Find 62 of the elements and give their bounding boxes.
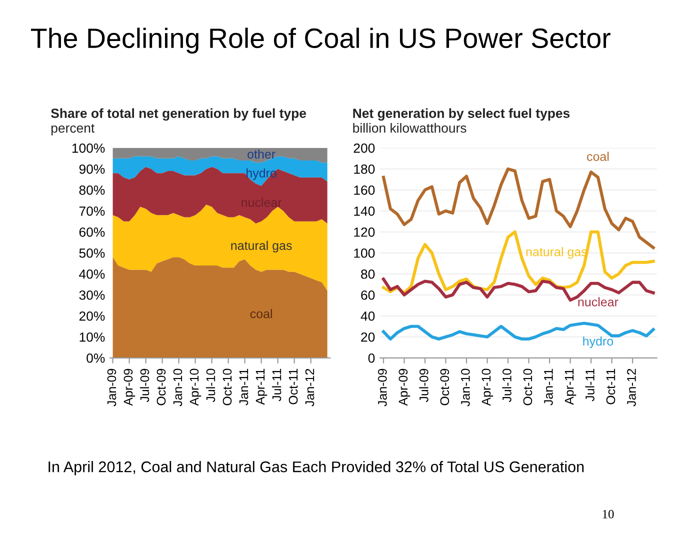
y-axis-title: percent <box>51 124 95 136</box>
y-tick-label: 20 <box>361 332 375 342</box>
x-tick-label: Jul-09 <box>140 368 150 402</box>
x-tick-label: Oct-10 <box>222 368 232 406</box>
y-tick-label: 60 <box>361 290 375 300</box>
x-tick-label: Jan-09 <box>107 368 116 406</box>
series-label: other <box>248 149 276 159</box>
series-label: coal <box>250 309 272 318</box>
x-tick-label: Oct-09 <box>440 368 450 406</box>
series-label: hydro <box>583 336 614 348</box>
x-tick-label: Apr-09 <box>124 368 136 406</box>
x-tick-label: Jan-10 <box>461 368 470 406</box>
y-tick-label: 180 <box>354 164 375 174</box>
x-tick-label: Apr-09 <box>398 368 410 406</box>
x-tick-label: Apr-10 <box>482 368 494 406</box>
x-tick-label: Jan-10 <box>173 368 182 406</box>
y-tick-label: 40% <box>79 269 105 279</box>
y-tick-label: 0% <box>86 353 105 363</box>
series-label: nuclear <box>578 297 618 306</box>
chart-title: Share of total net generation by fuel type <box>50 108 306 121</box>
x-tick-label: Jul-10 <box>502 368 512 402</box>
y-tick-label: 100% <box>72 143 105 153</box>
y-tick-label: 140 <box>354 206 375 216</box>
x-tick-label: Apr-11 <box>256 368 268 405</box>
x-tick-label: Oct-11 <box>288 368 298 404</box>
y-tick-label: 20% <box>79 311 105 321</box>
y-tick-label: 0 <box>368 353 375 363</box>
series-label: coal <box>587 152 609 161</box>
text: In April 2012, Coal and Natural Gas Each Provided 32% of Total US Generation <box>48 461 584 476</box>
x-tick-label: Jul-10 <box>206 368 216 402</box>
x-tick-label: Jul-11 <box>585 368 594 402</box>
x-tick-label: Oct-09 <box>156 368 166 406</box>
y-tick-label: 200 <box>354 143 375 153</box>
chart-title: Net generation by select fuel types <box>353 108 570 121</box>
x-tick-label: Jan-12 <box>627 368 636 406</box>
x-tick-label: Jan-09 <box>378 368 387 406</box>
y-tick-label: 50% <box>79 248 105 258</box>
y-tick-label: 100 <box>354 248 375 258</box>
x-tick-label: Oct-10 <box>523 368 532 406</box>
text: 10 <box>602 510 614 518</box>
y-tick-label: 120 <box>354 227 375 237</box>
x-tick-label: Jul-11 <box>272 368 282 402</box>
y-tick-label: 60% <box>79 227 105 237</box>
y-tick-label: 30% <box>79 290 105 300</box>
x-tick-label: Apr-10 <box>190 368 202 406</box>
y-tick-label: 70% <box>79 206 105 216</box>
x-tick-label: Apr-11 <box>564 368 576 405</box>
x-tick-label: Oct-11 <box>606 368 616 404</box>
y-axis-title: billion kilowatthours <box>353 123 466 133</box>
y-tick-label: 80 <box>361 269 375 279</box>
y-tick-label: 40 <box>360 311 375 321</box>
x-tick-label: Jan-11 <box>239 368 248 406</box>
y-tick-label: 10% <box>80 332 105 342</box>
text: The Declining Role of Coal in US Power Sector <box>31 28 610 54</box>
y-tick-label: 80% <box>79 185 105 195</box>
y-tick-label: 160 <box>354 185 375 195</box>
line-series <box>382 230 655 294</box>
y-tick-label: 90% <box>79 164 105 174</box>
x-tick-label: Jan-12 <box>305 368 314 406</box>
series-label: natural gas <box>231 240 292 252</box>
x-tick-label: Jul-09 <box>419 368 428 402</box>
x-tick-label: Jan-11 <box>544 368 553 406</box>
